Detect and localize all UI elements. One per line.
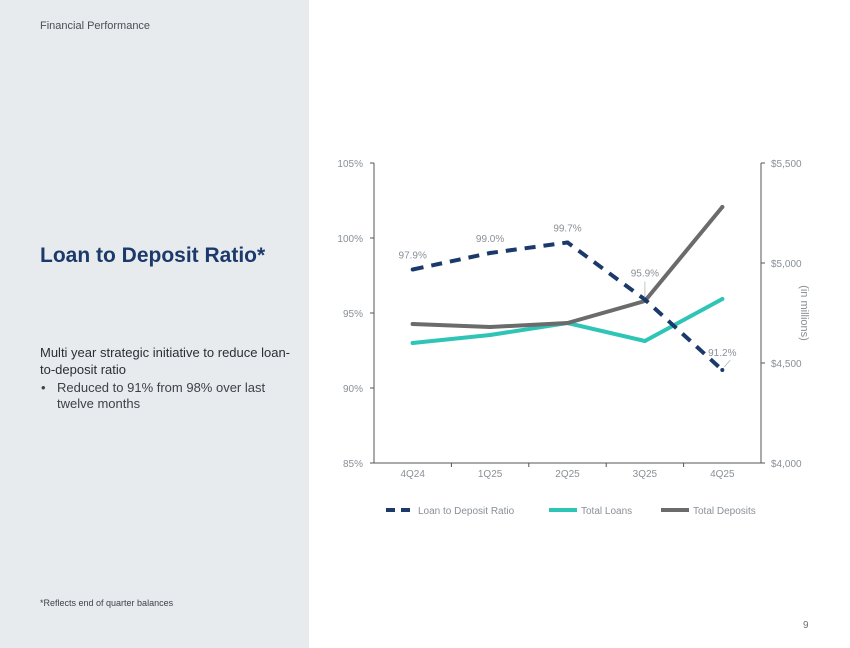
ratio-data-label: 99.7% bbox=[553, 224, 581, 235]
total-loans-point bbox=[488, 333, 493, 337]
left-axis-tick-label: 85% bbox=[343, 459, 363, 470]
total-deposits-point bbox=[720, 205, 725, 209]
footnote: *Reflects end of quarter balances bbox=[40, 598, 174, 608]
chart-data-labels: 97.9% 99.0% 99.7% 95.9% 91.2% bbox=[399, 224, 737, 368]
legend-label: Loan to Deposit Ratio bbox=[418, 506, 515, 517]
left-panel bbox=[0, 0, 309, 648]
right-axis-tick-label: $4,500 bbox=[771, 359, 802, 370]
ratio-data-label: 95.9% bbox=[631, 269, 659, 280]
x-axis-tick-label: 4Q24 bbox=[400, 469, 425, 480]
page-number: 9 bbox=[803, 620, 809, 631]
ratio-data-label: 99.0% bbox=[476, 234, 504, 245]
section-label: Financial Performance bbox=[40, 20, 151, 32]
legend-label: Total Deposits bbox=[693, 506, 756, 517]
chart-axes: 85% 90% 95% 100% 105% $4,000 $4,500 $5,000 $5,50… bbox=[337, 159, 810, 480]
loan-to-deposit-ratio-point bbox=[565, 240, 570, 245]
total-loans-point bbox=[642, 339, 647, 343]
left-axis-tick-label: 90% bbox=[343, 384, 363, 395]
loan-to-deposit-ratio-point bbox=[642, 297, 647, 302]
loan-to-deposit-ratio-point bbox=[720, 368, 725, 372]
data-label-leader bbox=[723, 359, 731, 368]
loan-to-deposit-ratio-point bbox=[488, 251, 493, 255]
x-axis-tick-label: 4Q25 bbox=[710, 469, 735, 480]
total-deposits-point bbox=[410, 322, 415, 326]
total-loans-point bbox=[720, 297, 725, 301]
total-deposits-point bbox=[565, 321, 570, 325]
left-axis-tick-label: 105% bbox=[337, 159, 363, 170]
bullet-dot-icon: • bbox=[41, 380, 46, 395]
x-axis-tick-label: 3Q25 bbox=[633, 469, 658, 480]
bullet-text: Reduced to 91% from 98% over last twelve… bbox=[57, 380, 266, 411]
left-axis-tick-label: 100% bbox=[337, 234, 363, 245]
x-axis-tick-label: 2Q25 bbox=[555, 469, 580, 480]
chart-series bbox=[410, 205, 725, 372]
bullet-item: • Reduced to 91% from 98% over last twelv… bbox=[40, 380, 285, 412]
loan-deposit-chart: 85% 90% 95% 100% 105% $4,000 $4,500 $5,000 $5,50… bbox=[337, 159, 810, 517]
right-axis-tick-label: $4,000 bbox=[771, 459, 802, 470]
right-axis-label: (in millions) bbox=[798, 285, 810, 341]
total-deposits-point bbox=[488, 325, 493, 329]
left-axis-tick-label: 95% bbox=[343, 309, 363, 320]
right-axis-tick-label: $5,500 bbox=[771, 159, 802, 170]
subtitle: Multi year strategic initiative to reduc… bbox=[40, 345, 291, 377]
bullet-list: • Reduced to 91% from 98% over last twelv… bbox=[40, 380, 285, 412]
total-loans-point bbox=[410, 341, 415, 345]
ratio-data-label: 91.2% bbox=[708, 348, 736, 359]
right-axis-tick-label: $5,000 bbox=[771, 259, 802, 270]
slide-title: Loan to Deposit Ratio* bbox=[40, 244, 266, 267]
chart-legend: Loan to Deposit Ratio Total Loans Total De… bbox=[386, 506, 756, 517]
loan-to-deposit-ratio-point bbox=[410, 267, 415, 272]
x-axis-tick-label: 1Q25 bbox=[478, 469, 503, 480]
ratio-data-label: 97.9% bbox=[399, 251, 427, 262]
legend-label: Total Loans bbox=[581, 506, 632, 517]
